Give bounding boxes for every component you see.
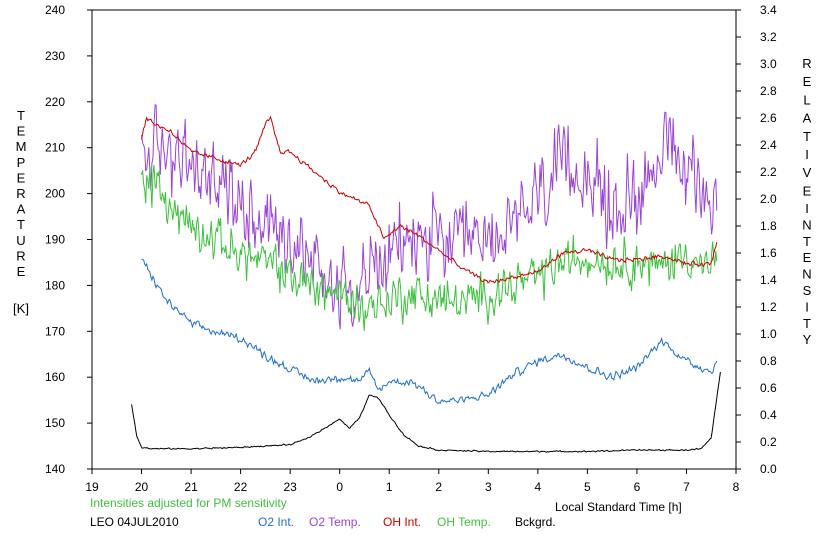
y-right-tick-label: 3.4 <box>760 3 777 17</box>
series-layer <box>131 104 721 453</box>
pm-sensitivity-note: Intensities adjusted for PM sensitivity <box>90 496 287 510</box>
legend: O2 Int. O2 Temp. OH Int. OH Temp. Bckgrd. <box>258 515 556 529</box>
y-left-tick-label: 190 <box>45 233 65 247</box>
y-right-tick-label: 2.0 <box>760 192 777 206</box>
x-tick-label: 23 <box>283 480 297 494</box>
y-left-tick-label: 240 <box>45 3 65 17</box>
series-line-oh-temp <box>141 165 718 331</box>
y-right-tick-label: 0.8 <box>760 354 777 368</box>
y-left-unit-label: [K] <box>13 301 29 316</box>
y-left-label-letter: E <box>17 124 26 139</box>
y-left-label-letter: T <box>17 108 25 123</box>
x-tick-label: 0 <box>336 480 343 494</box>
y-right-label-letter: S <box>803 283 812 298</box>
y-right-label-letter: R <box>802 56 811 71</box>
y-left-tick-label: 140 <box>45 462 65 476</box>
series-line-o2-temp <box>141 104 718 330</box>
legend-item-o2-temp: O2 Temp. <box>309 515 361 529</box>
y-right-tick-label: 1.4 <box>760 273 777 287</box>
y-right-tick-label: 1.2 <box>760 300 777 314</box>
y-right-tick-label: 1.0 <box>760 327 777 341</box>
y-left-tick-label: 160 <box>45 370 65 384</box>
series-line-oh-int <box>141 115 718 284</box>
x-axis-label: Local Standard Time [h] <box>555 500 682 514</box>
y-right-tick-label: 2.6 <box>760 111 777 125</box>
y-right-tick-label: 0.2 <box>760 435 777 449</box>
y-left-label-letter: U <box>16 233 25 248</box>
y-right-tick-label: 3.2 <box>760 30 777 44</box>
y-right-label-letter: T <box>803 316 811 331</box>
y-right-label-letter: T <box>803 234 811 249</box>
y-left-label-letter: P <box>17 155 26 170</box>
y-right-tick-label: 1.8 <box>760 219 777 233</box>
axis-labels-layer: 19 20 21 22 23 0 1 2 3 4 5 6 7 8140150160170180190200… <box>13 3 812 494</box>
x-tick-label: 5 <box>584 480 591 494</box>
x-tick-label: 4 <box>535 480 542 494</box>
legend-item-oh-temp: OH Temp. <box>437 515 491 529</box>
legend-item-oh-int: OH Int. <box>383 515 421 529</box>
y-left-tick-label: 220 <box>45 95 65 109</box>
y-right-tick-label: 1.6 <box>760 246 777 260</box>
y-left-label-letter: A <box>17 202 26 217</box>
y-left-tick-label: 200 <box>45 187 65 201</box>
y-right-label-letter: N <box>802 217 811 232</box>
legend-item-bckgrd: Bckgrd. <box>515 515 556 529</box>
legend-item-o2-int: O2 Int. <box>258 515 294 529</box>
x-tick-label: 8 <box>733 480 740 494</box>
x-tick-label: 1 <box>386 480 393 494</box>
y-right-label-letter: T <box>803 129 811 144</box>
x-tick-label: 3 <box>485 480 492 494</box>
series-line-bckgrd <box>131 371 721 453</box>
y-right-tick-label: 2.4 <box>760 138 777 152</box>
y-left-label-letter: T <box>17 217 25 232</box>
series-line-o2-int <box>141 258 718 405</box>
y-left-tick-label: 150 <box>45 416 65 430</box>
y-right-label-letter: I <box>805 299 809 314</box>
y-right-tick-label: 2.8 <box>760 84 777 98</box>
y-left-label-letter: M <box>16 139 27 154</box>
x-tick-label: 21 <box>184 480 198 494</box>
y-right-label-letter: E <box>803 183 812 198</box>
y-left-label-letter: E <box>17 170 26 185</box>
x-tick-label: 2 <box>435 480 442 494</box>
y-right-label-letter: I <box>805 147 809 162</box>
y-left-label-letter: E <box>17 264 26 279</box>
y-right-tick-label: 3.0 <box>760 57 777 71</box>
y-right-label-letter: V <box>803 165 812 180</box>
y-right-label-letter: L <box>803 92 810 107</box>
y-right-tick-label: 2.2 <box>760 165 777 179</box>
x-tick-label: 22 <box>234 480 248 494</box>
ticks-layer <box>87 9 741 474</box>
y-right-tick-label: 0.6 <box>760 381 777 395</box>
y-left-label-letter: R <box>16 248 25 263</box>
y-left-tick-label: 180 <box>45 278 65 292</box>
x-tick-label: 7 <box>683 480 690 494</box>
y-left-tick-label: 170 <box>45 324 65 338</box>
y-right-label-letter: N <box>802 267 811 282</box>
x-tick-label: 6 <box>634 480 641 494</box>
y-left-tick-label: 210 <box>45 141 65 155</box>
y-right-label-letter: E <box>803 250 812 265</box>
y-right-label-letter: I <box>805 201 809 216</box>
y-left-label-letter: R <box>16 186 25 201</box>
y-right-label-letter: E <box>803 74 812 89</box>
y-right-tick-label: 0.4 <box>760 408 777 422</box>
station-date-label: LEO 04JUL2010 <box>90 515 179 529</box>
y-right-label-letter: A <box>803 111 812 126</box>
y-right-tick-label: 0.0 <box>760 462 777 476</box>
x-tick-label: 20 <box>135 480 149 494</box>
y-right-label-letter: Y <box>803 332 812 347</box>
x-tick-label: 19 <box>85 480 99 494</box>
y-left-tick-label: 230 <box>45 49 65 63</box>
